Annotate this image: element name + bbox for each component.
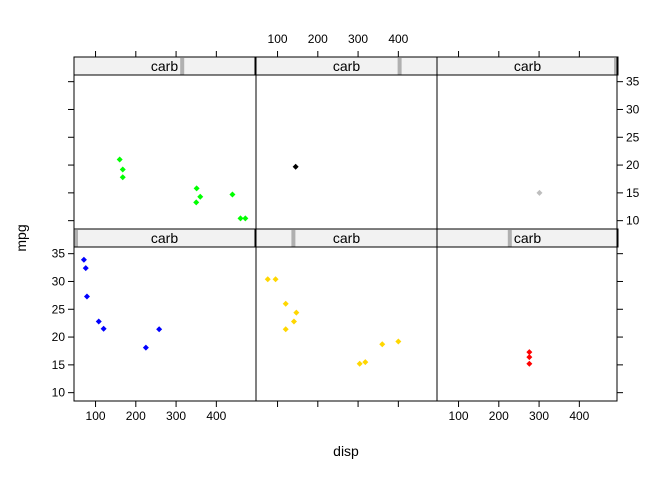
strip-level-marker (180, 58, 185, 75)
data-point (526, 354, 533, 361)
data-point (282, 326, 289, 333)
data-point (156, 326, 163, 333)
data-point (119, 166, 126, 173)
strip-label: carb (151, 58, 178, 74)
strip-level-marker (74, 230, 78, 247)
x-tick-label: 300 (529, 409, 549, 423)
panel-5: carb (255, 56, 438, 170)
data-point (83, 293, 90, 300)
axes: 100 100 100 200 200 200 300 300 300 400 400 400 10 10… (52, 32, 640, 423)
data-point (142, 344, 149, 351)
x-axis-label: disp (333, 443, 359, 459)
y-tick-label: 25 (626, 130, 640, 144)
data-point (293, 309, 300, 316)
y-axis-label: mpg (13, 224, 29, 251)
data-point (119, 174, 126, 181)
strip-background (256, 229, 437, 247)
data-point (395, 338, 402, 345)
panel-1: carb (73, 228, 256, 351)
data-point (193, 199, 200, 206)
strip-background (74, 57, 255, 75)
data-point (82, 265, 89, 272)
strip-background (437, 57, 618, 75)
x-tick-label: 100 (268, 32, 288, 46)
data-point (272, 276, 279, 283)
y-tick-label: 35 (52, 247, 66, 261)
data-point (242, 215, 249, 222)
x-tick-label: 400 (569, 409, 589, 423)
strip-level-marker (507, 230, 512, 247)
strip-background (74, 229, 255, 247)
x-tick-label: 200 (308, 32, 328, 46)
data-point (536, 189, 543, 196)
y-tick-label: 30 (52, 274, 66, 288)
x-tick-label: 300 (348, 32, 368, 46)
data-point (264, 276, 271, 283)
data-point (193, 185, 200, 192)
y-tick-label: 35 (626, 75, 640, 89)
strip-level-marker (397, 58, 402, 75)
data-point (229, 191, 236, 198)
panels: carb carb carb carb carb carb (73, 56, 619, 367)
y-tick-label: 15 (52, 358, 66, 372)
x-tick-label: 100 (86, 409, 106, 423)
x-tick-label: 100 (449, 409, 469, 423)
x-tick-label: 400 (206, 409, 226, 423)
data-point (379, 341, 386, 348)
strip-label: carb (333, 58, 360, 74)
data-point (526, 349, 533, 356)
strip-background (256, 57, 437, 75)
strip-level-marker (291, 230, 296, 247)
strip-label: carb (514, 58, 541, 74)
x-tick-label: 300 (166, 409, 186, 423)
y-tick-label: 30 (626, 102, 640, 116)
data-point (290, 318, 297, 325)
y-tick-label: 25 (52, 302, 66, 316)
y-tick-label: 10 (626, 214, 640, 228)
data-point (80, 256, 87, 263)
data-point (282, 300, 289, 307)
data-point (292, 163, 299, 170)
data-point (356, 360, 363, 367)
y-tick-label: 20 (626, 158, 640, 172)
strip-background (437, 229, 618, 247)
data-point (100, 325, 107, 332)
data-point (197, 193, 204, 200)
data-point (95, 318, 102, 325)
strip-label: carb (514, 230, 541, 246)
x-tick-label: 200 (126, 409, 146, 423)
strip-label: carb (151, 230, 178, 246)
panel-6: carb (436, 56, 619, 196)
y-tick-label: 10 (52, 386, 66, 400)
x-tick-label: 400 (388, 32, 408, 46)
data-point (237, 215, 244, 222)
panel-3: carb (436, 228, 619, 367)
strip-level-marker (614, 58, 618, 75)
panel-4: carb (73, 56, 256, 222)
panel-2: carb (255, 228, 438, 367)
data-point (116, 156, 123, 163)
strip-label: carb (333, 230, 360, 246)
x-tick-label: 200 (489, 409, 509, 423)
data-point (526, 360, 533, 367)
data-point (362, 359, 369, 366)
y-tick-label: 15 (626, 186, 640, 200)
y-tick-label: 20 (52, 330, 66, 344)
